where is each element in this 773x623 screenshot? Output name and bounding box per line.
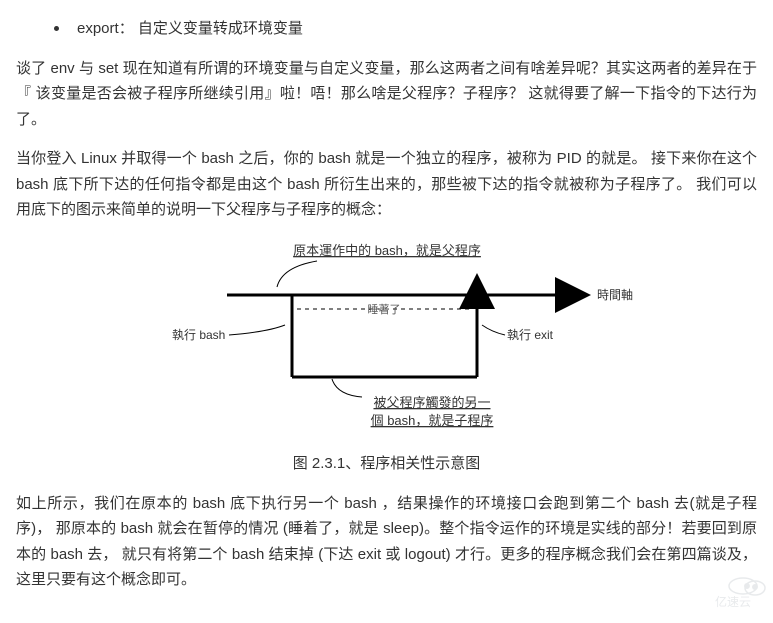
diagram-bottom-label-2: 個 bash，就是子程序 <box>370 413 493 428</box>
diagram-bottom-label-1: 被父程序觸發的另一 <box>373 395 490 410</box>
figure-caption: 图 2.3.1、程序相关性示意图 <box>16 451 757 477</box>
paragraph-1: 谈了 env 与 set 现在知道有所谓的环境变量与自定义变量，那么这两者之间有… <box>16 56 757 133</box>
bullet-item: export： 自定义变量转成环境变量 <box>54 16 757 42</box>
diagram-top-label: 原本運作中的 bash，就是父程序 <box>293 243 481 258</box>
process-diagram-svg: 原本運作中的 bash，就是父程序 時間軸 睡著了 執行 bash 執行 exi… <box>127 237 647 437</box>
diagram-figure: 原本運作中的 bash，就是父程序 時間軸 睡著了 執行 bash 執行 exi… <box>16 237 757 446</box>
diagram-sleep-label: 睡著了 <box>367 302 400 316</box>
diagram-left-label: 執行 bash <box>172 328 225 342</box>
paragraph-3: 如上所示，我们在原本的 bash 底下执行另一个 bash ，结果操作的环境接口… <box>16 491 757 593</box>
diagram-right-label: 執行 exit <box>507 328 554 342</box>
bullet-text: export： 自定义变量转成环境变量 <box>77 16 303 42</box>
bullet-marker <box>54 26 59 31</box>
diagram-axis-label: 時間軸 <box>597 288 633 302</box>
paragraph-2: 当你登入 Linux 并取得一个 bash 之后，你的 bash 就是一个独立的… <box>16 146 757 223</box>
watermark-text: 亿速云 <box>715 594 751 608</box>
